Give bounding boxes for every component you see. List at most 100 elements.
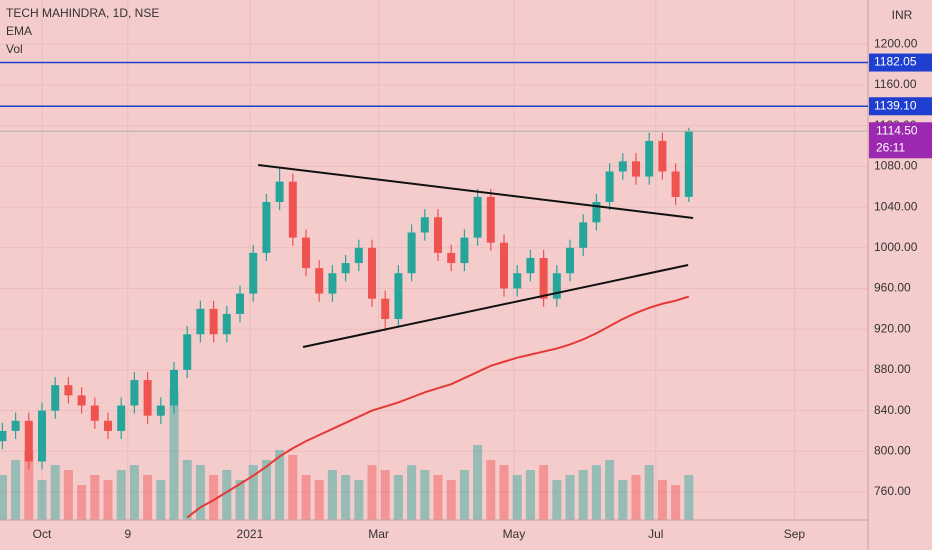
volume-bar [499,465,509,520]
volume-bar [578,470,588,520]
trendline [258,163,694,219]
candle-body [24,420,33,462]
volume-bar [275,450,285,520]
volume-bar [314,480,324,520]
volume-bar [341,475,351,520]
candle-body [341,263,350,274]
candle-body [658,140,667,172]
volume-bar [605,460,615,520]
volume-bar [433,475,443,520]
y-tick-label: 920.00 [874,321,911,335]
candle-body [566,247,575,274]
y-tick-label: 1160.00 [874,77,917,91]
y-tick-label: 760.00 [874,484,911,498]
candle-body [500,242,509,289]
volume-bar [195,465,205,520]
volume-bar [143,475,153,520]
volume-bar [407,465,417,520]
candle-body [671,171,680,197]
candle-body [11,420,20,431]
candle-body [262,201,271,253]
volume-bar [631,475,641,520]
volume-bar [0,475,7,520]
y-tick-label: 1080.00 [874,159,918,173]
candle-body [236,293,245,314]
candle-body [302,237,311,269]
volume-bar [393,475,403,520]
y-tick-label: 960.00 [874,281,911,295]
x-tick-label: Jul [648,527,663,541]
volume-bar [182,460,192,520]
candle-body [90,405,99,421]
candle-body [275,181,284,202]
volume-bar [50,465,60,520]
candle-body [143,380,152,416]
x-tick-label: 2021 [237,527,264,541]
volume-bar [486,460,496,520]
candle-body [684,131,693,197]
level-label-box [869,53,932,72]
candle-body [407,232,416,274]
volume-bar [209,475,219,520]
volume-bar [77,485,87,520]
volume-bar [380,470,390,520]
candle-body [368,247,377,299]
volume-bar [591,465,601,520]
candle-body [552,273,561,299]
candle-body [618,161,627,172]
volume-bar [24,450,34,520]
volume-bar [63,470,73,520]
indicator-label: Vol [6,42,23,56]
volume-bar [618,480,628,520]
volume-bar [367,465,377,520]
candle-body [632,161,641,177]
volume-bar [565,475,575,520]
volume-bar [327,470,337,520]
candle-body [579,222,588,248]
volume-bar [420,470,430,520]
volume-bar [222,470,232,520]
volume-bar [129,465,139,520]
candle-body [222,313,231,335]
candle-body [130,380,139,406]
candle-body [381,298,390,320]
volume-bar [525,470,535,520]
x-tick-label: 9 [124,527,131,541]
candle-body [354,247,363,264]
volume-bar [446,480,456,520]
volume-bar [354,480,364,520]
candle-body [420,217,429,233]
candle-body [539,257,548,299]
volume-bar [288,455,298,520]
candle-body [77,395,86,406]
volume-bar [11,460,21,520]
y-tick-label: 1200.00 [874,36,918,50]
volume-bar [248,465,258,520]
y-tick-label: 1000.00 [874,240,918,254]
candle-body [526,257,535,274]
candle-body [460,237,469,264]
volume-bar [116,470,126,520]
x-tick-label: Sep [784,527,806,541]
x-tick-label: Oct [33,527,52,541]
last-price-box [869,122,932,159]
y-tick-label: 840.00 [874,403,911,417]
volume-bar [684,475,694,520]
indicator-label: EMA [6,24,32,38]
last-price-label: 1114.50 [876,123,918,137]
volume-bar [90,475,100,520]
candle-body [51,385,60,411]
candle-body [249,252,258,294]
candle-body [645,140,654,177]
volume-bar [103,480,113,520]
volume-bar [169,390,179,520]
y-tick-label: 880.00 [874,362,911,376]
volume-bar [644,465,654,520]
candle-body [117,405,126,431]
volume-bar [552,480,562,520]
candle-body [394,273,403,320]
volume-bar [301,475,311,520]
volume-bar [657,480,667,520]
candle-body [156,405,165,416]
